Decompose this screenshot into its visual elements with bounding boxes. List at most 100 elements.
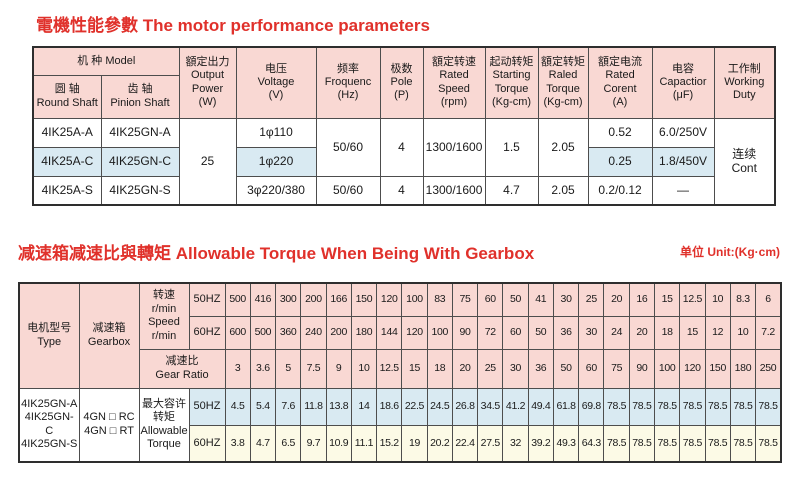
speed-60hz-cell: 30 <box>578 315 605 350</box>
torque-50hz-cell: 14 <box>350 387 378 426</box>
speed-50hz-cell: 60 <box>477 282 504 317</box>
cell-voltage: 3φ220/380 <box>235 175 317 206</box>
header-starting-torque: 起动转矩 Starting Torque (Kg-cm) <box>484 46 539 119</box>
speed-50hz-cell: 12.5 <box>679 282 706 317</box>
gear-ratio-cell: 15 <box>401 348 428 389</box>
speed-50hz-cell: 20 <box>603 282 630 317</box>
cell-gearbox-models: 4GN □ RC 4GN □ RT <box>78 387 140 463</box>
gear-ratio-cell: 250 <box>755 348 782 389</box>
gear-ratio-cell: 36 <box>527 348 554 389</box>
torque-60hz-cell: 78.5 <box>603 424 630 463</box>
torque-60hz-cell: 78.5 <box>729 424 757 463</box>
header-50hz: 50HZ <box>188 282 226 317</box>
torque-60hz-cell: 49.3 <box>552 424 580 463</box>
header-working-duty: 工作制 Working Duty <box>713 46 776 119</box>
header-model: 机 种 Model <box>32 46 180 76</box>
speed-50hz-cell: 83 <box>426 282 453 317</box>
torque-60hz-cell: 4.7 <box>249 424 277 463</box>
torque-50hz-cell: 11.8 <box>300 387 327 426</box>
cell-pinion-shaft: 4IK25GN-C <box>100 146 180 177</box>
torque-60hz-cell: 32 <box>502 424 529 463</box>
cell-type-models: 4IK25GN-A 4IK25GN-C 4IK25GN-S <box>18 387 80 463</box>
header-type: 电机型号 Type <box>18 282 80 389</box>
gear-ratio-cell: 3.6 <box>249 348 277 389</box>
torque-60hz-cell: 9.7 <box>300 424 327 463</box>
speed-50hz-cell: 166 <box>325 282 352 317</box>
header-rated-torque: 額定转矩 Raled Torque (Kg-cm) <box>537 46 589 119</box>
torque-60hz-cell: 78.5 <box>679 424 706 463</box>
torque-60hz-cell: 11.1 <box>350 424 378 463</box>
speed-50hz-cell: 120 <box>376 282 403 317</box>
cell-pole: 4 <box>379 117 424 177</box>
speed-60hz-cell: 200 <box>325 315 352 350</box>
torque-60hz-cell: 78.5 <box>628 424 656 463</box>
gear-ratio-cell: 60 <box>578 348 605 389</box>
motor-row-c: 4IK25A-C 4IK25GN-C 1φ220 0.25 1.8/450V <box>32 146 775 177</box>
cell-allowable-torque-label: 最大容许 转矩 Allowable Torque <box>138 387 190 463</box>
torque-50hz-cell: 78.5 <box>654 387 681 426</box>
torque-50hz-cell: 34.5 <box>477 387 504 426</box>
motor-performance-table: 机 种 Model 額定出力 Output Power (W) 电压 Volta… <box>32 46 777 206</box>
speed-50hz-cell: 25 <box>578 282 605 317</box>
cell-pole: 4 <box>379 175 424 206</box>
gear-ratio-cell: 10 <box>350 348 378 389</box>
gear-ratio-cell: 7.5 <box>300 348 327 389</box>
speed-60hz-cell: 600 <box>224 315 251 350</box>
torque-60hz-cell: 10.9 <box>325 424 352 463</box>
header-gearbox: 减速箱 Gearbox <box>78 282 140 389</box>
torque-60hz-cell: 22.4 <box>451 424 479 463</box>
speed-50hz-cell: 15 <box>654 282 681 317</box>
cell-voltage: 1φ110 <box>235 117 317 148</box>
gear-ratio-cell: 150 <box>704 348 731 389</box>
speed-60hz-cell: 15 <box>679 315 706 350</box>
speed-50hz-cell: 500 <box>224 282 251 317</box>
torque-60hz-cell: 3.8 <box>224 424 251 463</box>
gear-ratio-cell: 25 <box>477 348 504 389</box>
cell-frequency: 50/60 <box>315 175 381 206</box>
cell-rated-speed: 1300/1600 <box>422 117 486 177</box>
torque-50hz-cell: 7.6 <box>275 387 302 426</box>
speed-60hz-cell: 90 <box>451 315 479 350</box>
header-gear-ratio: 减速比 Gear Ratio <box>138 348 226 389</box>
torque-50hz-cell: 5.4 <box>249 387 277 426</box>
speed-50hz-row: 电机型号 Type 减速箱 Gearbox 转速 r/min Speed r/m… <box>18 282 782 389</box>
header-60hz: 60HZ <box>188 315 226 350</box>
speed-60hz-cell: 7.2 <box>755 315 782 350</box>
gearbox-section-title: 减速箱减速比與轉矩 Allowable Torque When Being Wi… <box>18 244 535 263</box>
speed-60hz-cell: 36 <box>552 315 580 350</box>
cell-pinion-shaft: 4IK25GN-A <box>100 117 180 148</box>
cell-output-power: 25 <box>178 117 237 206</box>
torque-50hz-cell: 78.5 <box>679 387 706 426</box>
torque-60hz-cell: 19 <box>401 424 428 463</box>
torque-50hz-cell: 69.8 <box>578 387 605 426</box>
torque-50hz-cell: 61.8 <box>552 387 580 426</box>
header-rated-speed: 額定转速 Rated Speed (rpm) <box>422 46 486 119</box>
cell-rated-speed: 1300/1600 <box>422 175 486 206</box>
torque-60hz-cell: 78.5 <box>704 424 731 463</box>
motor-row-s: 4IK25A-S 4IK25GN-S 3φ220/380 50/60 4 130… <box>32 175 775 206</box>
speed-60hz-cell: 500 <box>249 315 277 350</box>
gear-ratio-cell: 90 <box>628 348 656 389</box>
cell-capacitor: 6.0/250V <box>651 117 715 148</box>
torque-50hz-cell: 49.4 <box>527 387 554 426</box>
gear-ratio-cell: 75 <box>603 348 630 389</box>
cell-starting-torque: 4.7 <box>484 175 539 206</box>
gear-ratio-cell: 30 <box>502 348 529 389</box>
header-round-shaft: 圆 轴 Round Shaft <box>32 74 102 119</box>
speed-50hz-cell: 6 <box>755 282 782 317</box>
torque-60hz-cell: 6.5 <box>275 424 302 463</box>
torque-50hz-cell: 78.5 <box>603 387 630 426</box>
gear-ratio-cell: 120 <box>679 348 706 389</box>
cell-50hz-label: 50HZ <box>188 387 226 426</box>
speed-60hz-cell: 24 <box>603 315 630 350</box>
unit-label: 单位 Unit:(Kg·cm) <box>680 245 780 259</box>
cell-rated-current: 0.52 <box>587 117 653 148</box>
header-rated-current: 額定电流 Rated Corent (A) <box>587 46 653 119</box>
torque-60hz-cell: 64.3 <box>578 424 605 463</box>
torque-50hz-cell: 13.8 <box>325 387 352 426</box>
speed-60hz-cell: 10 <box>729 315 757 350</box>
torque-60hz-cell: 20.2 <box>426 424 453 463</box>
cell-rated-torque: 2.05 <box>537 175 589 206</box>
torque-60hz-cell: 78.5 <box>654 424 681 463</box>
speed-60hz-cell: 12 <box>704 315 731 350</box>
